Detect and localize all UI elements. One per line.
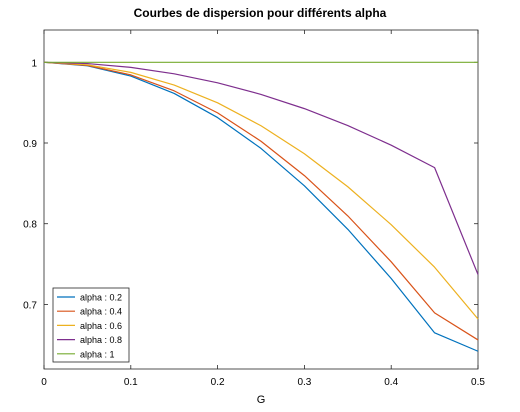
x-tick-label: 0.4 [384, 377, 398, 388]
legend-label: alpha : 0.8 [80, 335, 122, 345]
legend-label: alpha : 0.4 [80, 307, 122, 317]
x-tick-label: 0.3 [297, 377, 311, 388]
legend-label: alpha : 0.2 [80, 293, 122, 303]
y-tick-label: 0.9 [23, 139, 37, 150]
x-axis-label: G [257, 394, 266, 406]
series-line-3 [44, 62, 478, 319]
legend: alpha : 0.2 alpha : 0.4 alpha : 0.6 alpha :… [53, 288, 129, 362]
x-tick-label: 0.5 [471, 377, 485, 388]
y-tick-label: 1 [31, 58, 37, 69]
legend-label: alpha : 1 [80, 349, 115, 359]
chart-title: Courbes de dispersion pour différents al… [134, 6, 387, 20]
legend-label: alpha : 0.6 [80, 321, 122, 331]
y-tick-label: 0.8 [23, 220, 37, 231]
series-line-4 [44, 62, 478, 274]
x-tick-label: 0.2 [211, 377, 225, 388]
x-tick-label: 0.1 [124, 377, 138, 388]
x-tick-label: 0 [41, 377, 47, 388]
y-tick-label: 0.7 [23, 300, 37, 311]
